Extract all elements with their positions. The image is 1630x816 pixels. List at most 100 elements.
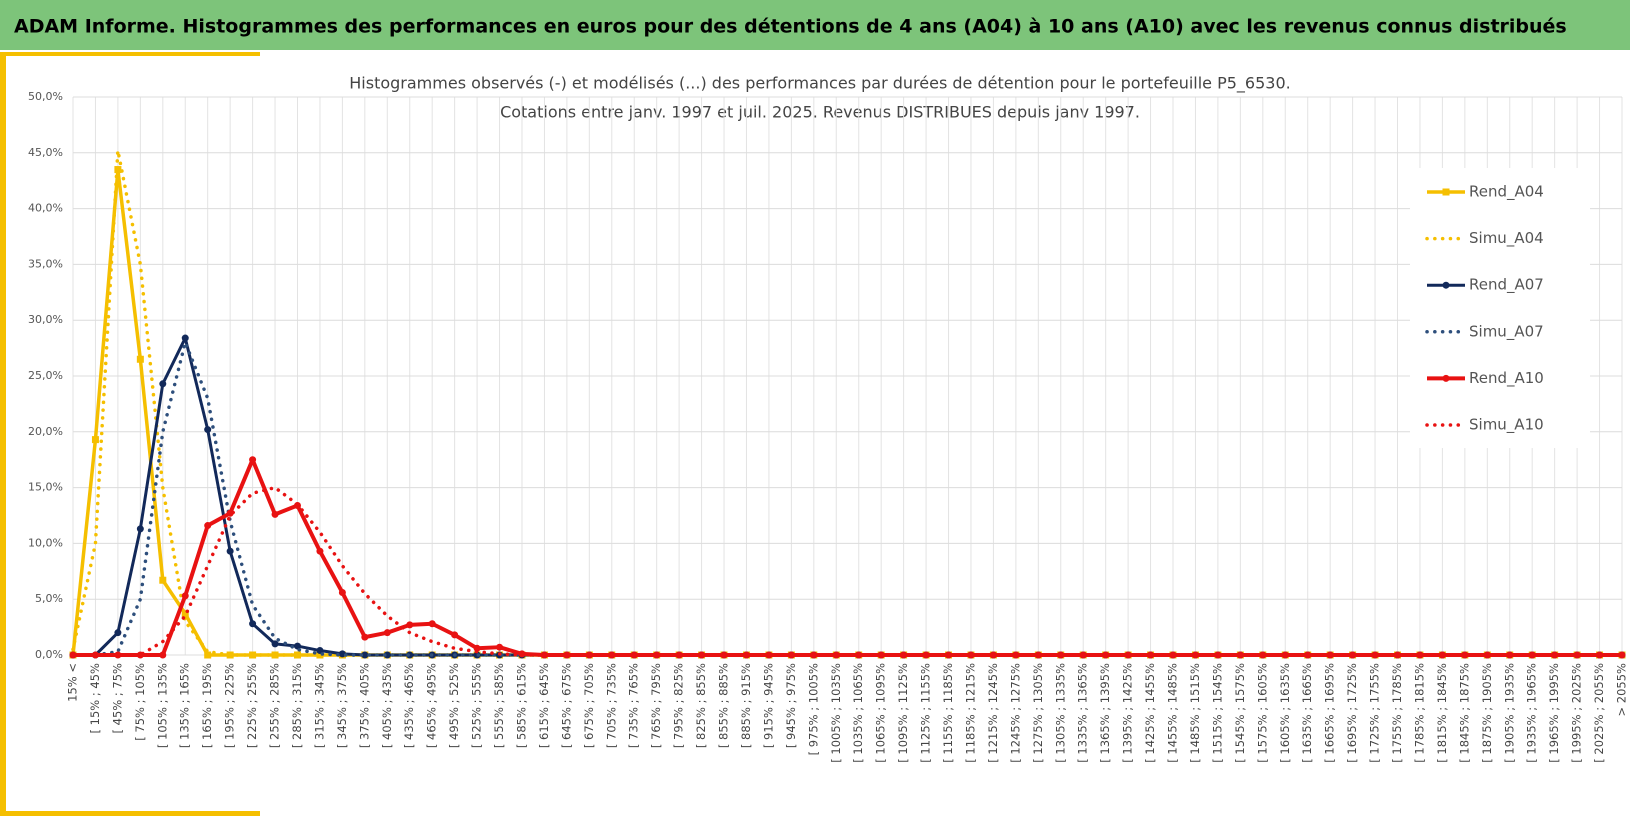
x-tick-label: [ 1485% ; 1515% xyxy=(1188,663,1202,763)
x-tick-label: [ 1455% ; 1485% xyxy=(1166,663,1180,763)
point xyxy=(159,380,167,388)
x-tick-label: [ 1305% ; 1335% xyxy=(1053,663,1067,763)
chart-subtitle: Cotations entre janv. 1997 et juil. 2025… xyxy=(500,103,1140,122)
point xyxy=(1326,651,1334,659)
legend-marker xyxy=(1442,374,1450,382)
point xyxy=(159,576,167,584)
x-tick-label: [ 1965% ; 1995% xyxy=(1547,663,1561,763)
point xyxy=(293,651,301,659)
point xyxy=(1483,651,1491,659)
x-tick-label: [ 15% ; 45% xyxy=(88,663,102,734)
point xyxy=(316,547,324,555)
x-tick-label: [ 555% ; 585% xyxy=(492,663,506,748)
point xyxy=(496,643,504,651)
x-tick-label: [ 585% ; 615% xyxy=(514,663,528,748)
y-tick-label: 10,0% xyxy=(28,536,63,549)
point xyxy=(540,651,548,659)
y-tick-label: 35,0% xyxy=(28,257,63,270)
point xyxy=(316,647,324,655)
point xyxy=(630,651,638,659)
point xyxy=(810,651,818,659)
y-tick-label: 30,0% xyxy=(28,313,63,326)
x-tick-label: [ 705% ; 735% xyxy=(604,663,618,748)
point xyxy=(1169,651,1177,659)
x-tick-label: [ 405% ; 435% xyxy=(380,663,394,748)
x-tick-label: [ 1125% ; 1155% xyxy=(919,663,933,763)
x-tick-label: [ 645% ; 675% xyxy=(559,663,573,748)
legend-label: Rend_A07 xyxy=(1469,276,1544,295)
x-tick-label: [ 915% ; 945% xyxy=(761,663,775,748)
x-tick-label: [ 1095% ; 1125% xyxy=(896,663,910,763)
legend-marker xyxy=(1442,281,1450,289)
legend-label: Rend_A10 xyxy=(1469,369,1544,388)
x-tick-label: [ 735% ; 765% xyxy=(627,663,641,748)
x-tick-label: [ 1185% ; 1215% xyxy=(963,663,977,763)
x-tick-label: [ 435% ; 465% xyxy=(402,663,416,748)
x-tick-label: [ 375% ; 405% xyxy=(357,663,371,748)
point xyxy=(159,651,167,659)
point xyxy=(249,620,257,628)
x-tick-label: [ 765% ; 795% xyxy=(649,663,663,748)
point xyxy=(316,651,324,659)
point xyxy=(1304,651,1312,659)
legend-label: Simu_A07 xyxy=(1469,322,1544,341)
x-tick-label: [ 1425% ; 1455% xyxy=(1143,663,1157,763)
point xyxy=(1349,651,1357,659)
point xyxy=(967,651,975,659)
x-tick-label: [ 1365% ; 1395% xyxy=(1098,663,1112,763)
point xyxy=(1281,651,1289,659)
x-tick-label: [ 885% ; 915% xyxy=(739,663,753,748)
x-tick-label: [ 525% ; 555% xyxy=(470,663,484,748)
page-title: ADAM Informe. Histogrammes des performan… xyxy=(14,16,1567,38)
point xyxy=(361,633,369,641)
point xyxy=(181,592,189,600)
point xyxy=(765,651,773,659)
legend-label: Simu_A04 xyxy=(1469,229,1544,248)
y-tick-label: 5,0% xyxy=(35,592,63,605)
x-tick-label: [ 1605% ; 1635% xyxy=(1278,663,1292,763)
point xyxy=(91,436,99,444)
point xyxy=(608,651,616,659)
legend-label: Simu_A10 xyxy=(1469,416,1544,435)
point xyxy=(406,621,414,629)
x-tick-label: [ 1875% ; 1905% xyxy=(1480,663,1494,763)
y-tick-label: 40,0% xyxy=(28,202,63,215)
x-tick-label: [ 855% ; 885% xyxy=(717,663,731,748)
point xyxy=(181,334,189,342)
x-tick-label: [ 225% ; 255% xyxy=(245,663,259,748)
series-line xyxy=(71,485,1624,657)
point xyxy=(563,651,571,659)
point xyxy=(293,642,301,650)
point xyxy=(922,651,930,659)
point xyxy=(720,651,728,659)
x-tick-label: [ 2025% ; 2055% xyxy=(1592,663,1606,763)
point xyxy=(1618,651,1626,659)
x-tick-label: [ 1515% ; 1545% xyxy=(1210,663,1224,763)
x-tick-label: [ 1755% ; 1785% xyxy=(1390,663,1404,763)
x-tick-label: [ 105% ; 135% xyxy=(155,663,169,748)
point xyxy=(114,629,122,637)
point xyxy=(428,620,436,628)
x-tick-label: [ 1245% ; 1275% xyxy=(1008,663,1022,763)
frame-left xyxy=(0,52,6,816)
point xyxy=(204,522,212,530)
x-tick-label: [ 165% ; 195% xyxy=(200,663,214,748)
x-tick-label: [ 255% ; 285% xyxy=(268,663,282,748)
series-line xyxy=(71,340,1624,657)
x-tick-label: [ 495% ; 525% xyxy=(447,663,461,748)
point xyxy=(204,426,212,434)
x-tick-label: [ 1065% ; 1095% xyxy=(874,663,888,763)
point xyxy=(361,651,369,659)
x-tick-label: [ 1575% ; 1605% xyxy=(1255,663,1269,763)
point xyxy=(271,510,279,518)
point xyxy=(271,640,279,648)
point xyxy=(989,651,997,659)
point xyxy=(249,456,257,464)
point xyxy=(585,651,593,659)
x-tick-label: [ 1005% ; 1035% xyxy=(829,663,843,763)
frame-top xyxy=(0,52,260,56)
x-tick-label: [ 1905% ; 1935% xyxy=(1502,663,1516,763)
x-tick-label: [ 285% ; 315% xyxy=(290,663,304,748)
